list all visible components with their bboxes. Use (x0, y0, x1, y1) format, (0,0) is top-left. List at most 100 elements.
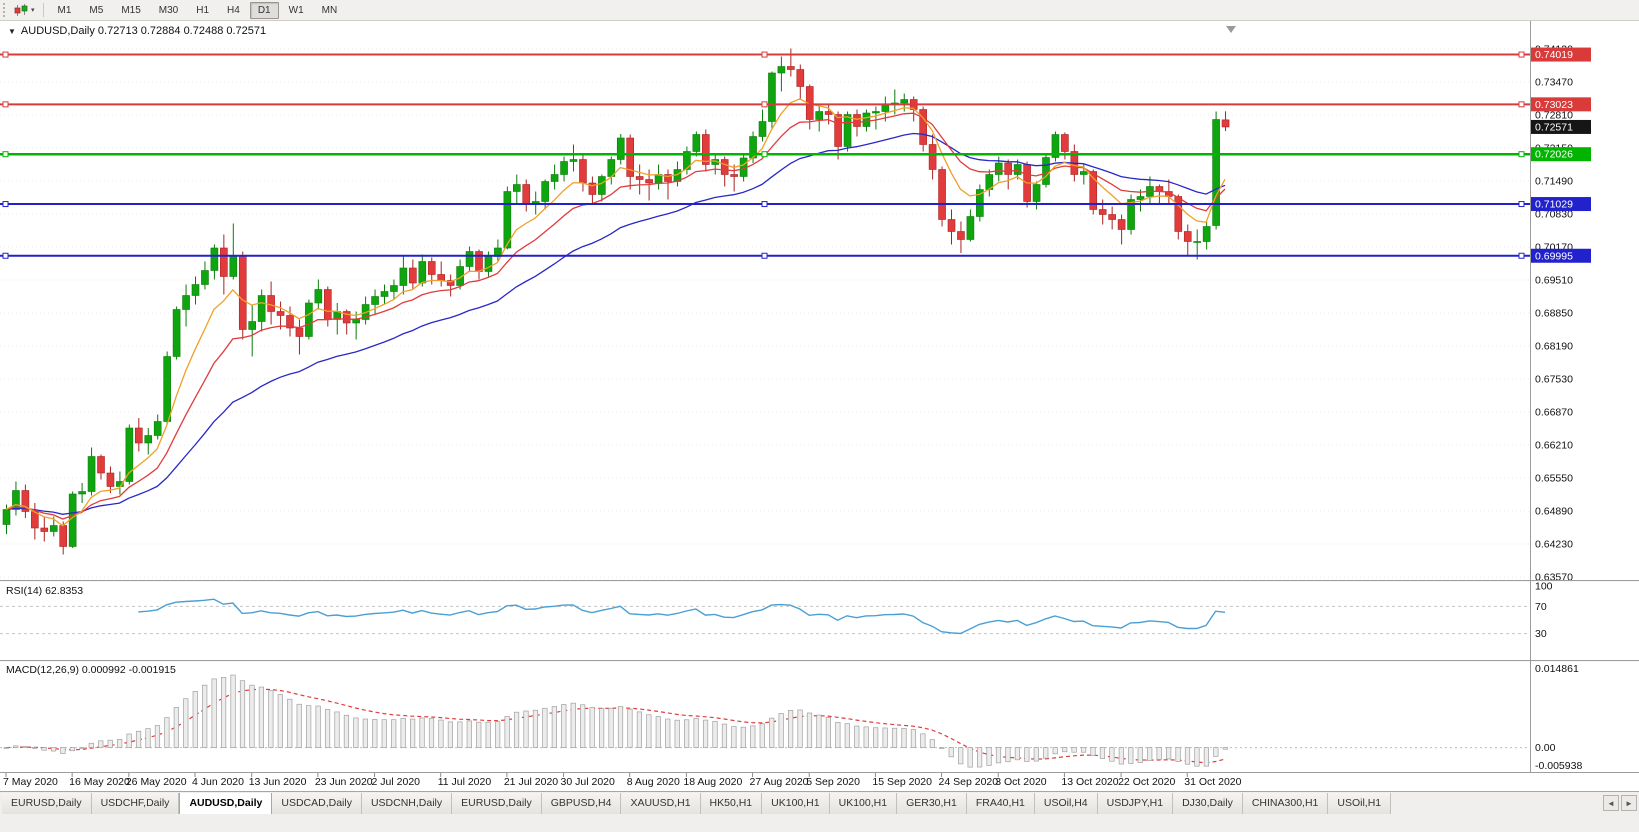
chart-canvas[interactable]: 0.741300.734700.728100.721500.714900.708… (0, 0, 1639, 791)
svg-text:15 Sep 2020: 15 Sep 2020 (872, 776, 932, 788)
chart-tab-eurusd-daily[interactable]: EURUSD,Daily (452, 793, 542, 814)
hline-0.69995[interactable]: 0.69995 (0, 248, 1591, 263)
timeframe-w1[interactable]: W1 (288, 4, 304, 16)
chart-tab-uk100-h1[interactable]: UK100,H1 (829, 793, 898, 814)
svg-text:0.014861: 0.014861 (1535, 663, 1579, 675)
slow-ma-line (5, 132, 1226, 515)
svg-text:31 Oct 2020: 31 Oct 2020 (1184, 776, 1241, 788)
svg-text:16 May 2020: 16 May 2020 (69, 776, 130, 788)
svg-text:23 Jun 2020: 23 Jun 2020 (315, 776, 373, 788)
svg-text:0.71490: 0.71490 (1535, 176, 1573, 188)
svg-text:0.64890: 0.64890 (1535, 506, 1573, 518)
macd-indicator-label: MACD(12,26,9) 0.000992 -0.001915 (6, 664, 176, 676)
svg-text:3 Oct 2020: 3 Oct 2020 (995, 776, 1047, 788)
svg-text:11 Jul 2020: 11 Jul 2020 (438, 776, 492, 788)
chart-tab-bar: EURUSD,Daily USDCHF,Daily AUDUSD,Daily USDC… (0, 791, 1639, 832)
timeframe-m1[interactable]: M1 (57, 4, 72, 16)
candlestick-chart-icon (14, 3, 28, 16)
svg-text:0.70830: 0.70830 (1535, 209, 1573, 221)
chart-tab-usdchf-daily[interactable]: USDCHF,Daily (91, 793, 180, 814)
chart-tab-xauusd-h1[interactable]: XAUUSD,H1 (621, 793, 701, 814)
chart-tab-usoil-h4[interactable]: USOil,H4 (1034, 793, 1098, 814)
svg-text:0.72810: 0.72810 (1535, 110, 1573, 122)
svg-text:70: 70 (1535, 601, 1547, 613)
svg-text:0.00: 0.00 (1535, 742, 1556, 754)
svg-text:30 Jul 2020: 30 Jul 2020 (561, 776, 615, 788)
svg-text:24 Sep 2020: 24 Sep 2020 (939, 776, 999, 788)
chart-type-caret-icon: ▾ (31, 6, 35, 14)
timeframe-h1[interactable]: H1 (196, 4, 210, 16)
svg-text:-0.005938: -0.005938 (1535, 760, 1582, 772)
chart-tab-usdjpy-h1[interactable]: USDJPY,H1 (1097, 793, 1174, 814)
tab-scroll-buttons: ◄ ► (1603, 795, 1637, 811)
toolbar-separator (42, 3, 44, 17)
svg-text:0.72571: 0.72571 (1535, 121, 1573, 133)
chart-tab-hk50-h1[interactable]: HK50,H1 (700, 793, 763, 814)
chart-tab-usdcnh-daily[interactable]: USDCNH,Daily (361, 793, 453, 814)
hline-0.71029[interactable]: 0.71029 (0, 197, 1591, 212)
svg-text:22 Oct 2020: 22 Oct 2020 (1118, 776, 1175, 788)
svg-text:7 May 2020: 7 May 2020 (3, 776, 58, 788)
svg-text:2 Jul 2020: 2 Jul 2020 (372, 776, 421, 788)
svg-text:0.65550: 0.65550 (1535, 473, 1573, 485)
svg-text:18 Aug 2020: 18 Aug 2020 (683, 776, 742, 788)
svg-text:30: 30 (1535, 628, 1547, 640)
rsi-pane: 100 70 30 (0, 581, 1553, 640)
chart-tabs: EURUSD,Daily USDCHF,Daily AUDUSD,Daily USDC… (0, 792, 1639, 814)
timeframe-m30[interactable]: M30 (158, 4, 179, 16)
svg-text:26 May 2020: 26 May 2020 (126, 776, 187, 788)
chart-tab-usdcad-daily[interactable]: USDCAD,Daily (272, 793, 362, 814)
svg-text:21 Jul 2020: 21 Jul 2020 (504, 776, 558, 788)
svg-text:0.67530: 0.67530 (1535, 374, 1573, 386)
svg-text:0.66210: 0.66210 (1535, 440, 1573, 452)
one-click-trading-icon[interactable]: ▼ (8, 26, 16, 36)
current-price-label: 0.72571 (1531, 119, 1591, 134)
svg-text:0.69995: 0.69995 (1535, 250, 1573, 262)
svg-text:0.69510: 0.69510 (1535, 275, 1573, 287)
chart-tab-dj30-daily[interactable]: DJ30,Daily (1173, 793, 1243, 814)
svg-text:0.73023: 0.73023 (1535, 99, 1573, 111)
svg-text:0.64230: 0.64230 (1535, 539, 1573, 551)
candles (2, 48, 1230, 555)
chart-tab-uk100-h1[interactable]: UK100,H1 (762, 793, 830, 814)
svg-text:4 Jun 2020: 4 Jun 2020 (192, 776, 244, 788)
tabs-scroll-left-button[interactable]: ◄ (1603, 795, 1619, 811)
timeframe-m15[interactable]: M15 (121, 4, 141, 16)
chart-tab-gbpusd-h4[interactable]: GBPUSD,H4 (541, 793, 622, 814)
timeframe-h4[interactable]: H4 (227, 4, 240, 16)
svg-text:0.68190: 0.68190 (1535, 341, 1573, 353)
timeframe-mn[interactable]: MN (321, 4, 338, 16)
chart-shift-marker[interactable] (1226, 26, 1236, 33)
svg-text:0.66870: 0.66870 (1535, 407, 1573, 419)
chart-tab-china300-h1[interactable]: CHINA300,H1 (1242, 793, 1329, 814)
macd-signal-line (5, 688, 1226, 764)
toolbar-grip[interactable] (3, 3, 7, 17)
svg-text:5 Sep 2020: 5 Sep 2020 (806, 776, 860, 788)
hline-0.74019[interactable]: 0.74019 (0, 47, 1591, 62)
fast-ma-line (5, 98, 1226, 527)
timeframe-m5[interactable]: M5 (89, 4, 104, 16)
svg-text:0.68850: 0.68850 (1535, 308, 1573, 320)
chart-background (0, 0, 1639, 791)
svg-text:13 Jun 2020: 13 Jun 2020 (249, 776, 307, 788)
svg-text:0.71029: 0.71029 (1535, 199, 1573, 211)
macd-histogram (3, 674, 1228, 768)
hline-0.73023[interactable]: 0.73023 (0, 97, 1591, 112)
chart-type-button[interactable]: ▾ (11, 3, 38, 18)
chart-tab-fra40-h1[interactable]: FRA40,H1 (966, 793, 1035, 814)
hline-0.72026[interactable]: 0.72026 (0, 147, 1591, 162)
chart-tab-eurusd-daily[interactable]: EURUSD,Daily (2, 793, 92, 814)
chart-tab-audusd-daily[interactable]: AUDUSD,Daily (179, 793, 273, 814)
svg-text:100: 100 (1535, 581, 1553, 593)
tabs-scroll-right-button[interactable]: ► (1621, 795, 1637, 811)
timeframe-d1[interactable]: D1 (249, 1, 279, 19)
rsi-line (138, 598, 1226, 635)
chart-ohlc-header: ▼ AUDUSD,Daily 0.72713 0.72884 0.72488 0… (8, 25, 266, 37)
rsi-indicator-label: RSI(14) 62.8353 (6, 585, 84, 597)
svg-text:8 Aug 2020: 8 Aug 2020 (627, 776, 680, 788)
timeframe-toolbar: ▾ M1 M5 M15 M30 H1 H4 D1 W1 MN (0, 0, 1639, 21)
svg-text:27 Aug 2020: 27 Aug 2020 (750, 776, 809, 788)
chart-tab-ger30-h1[interactable]: GER30,H1 (897, 793, 967, 814)
chart-tab-usoil-h1[interactable]: USOil,H1 (1328, 793, 1392, 814)
